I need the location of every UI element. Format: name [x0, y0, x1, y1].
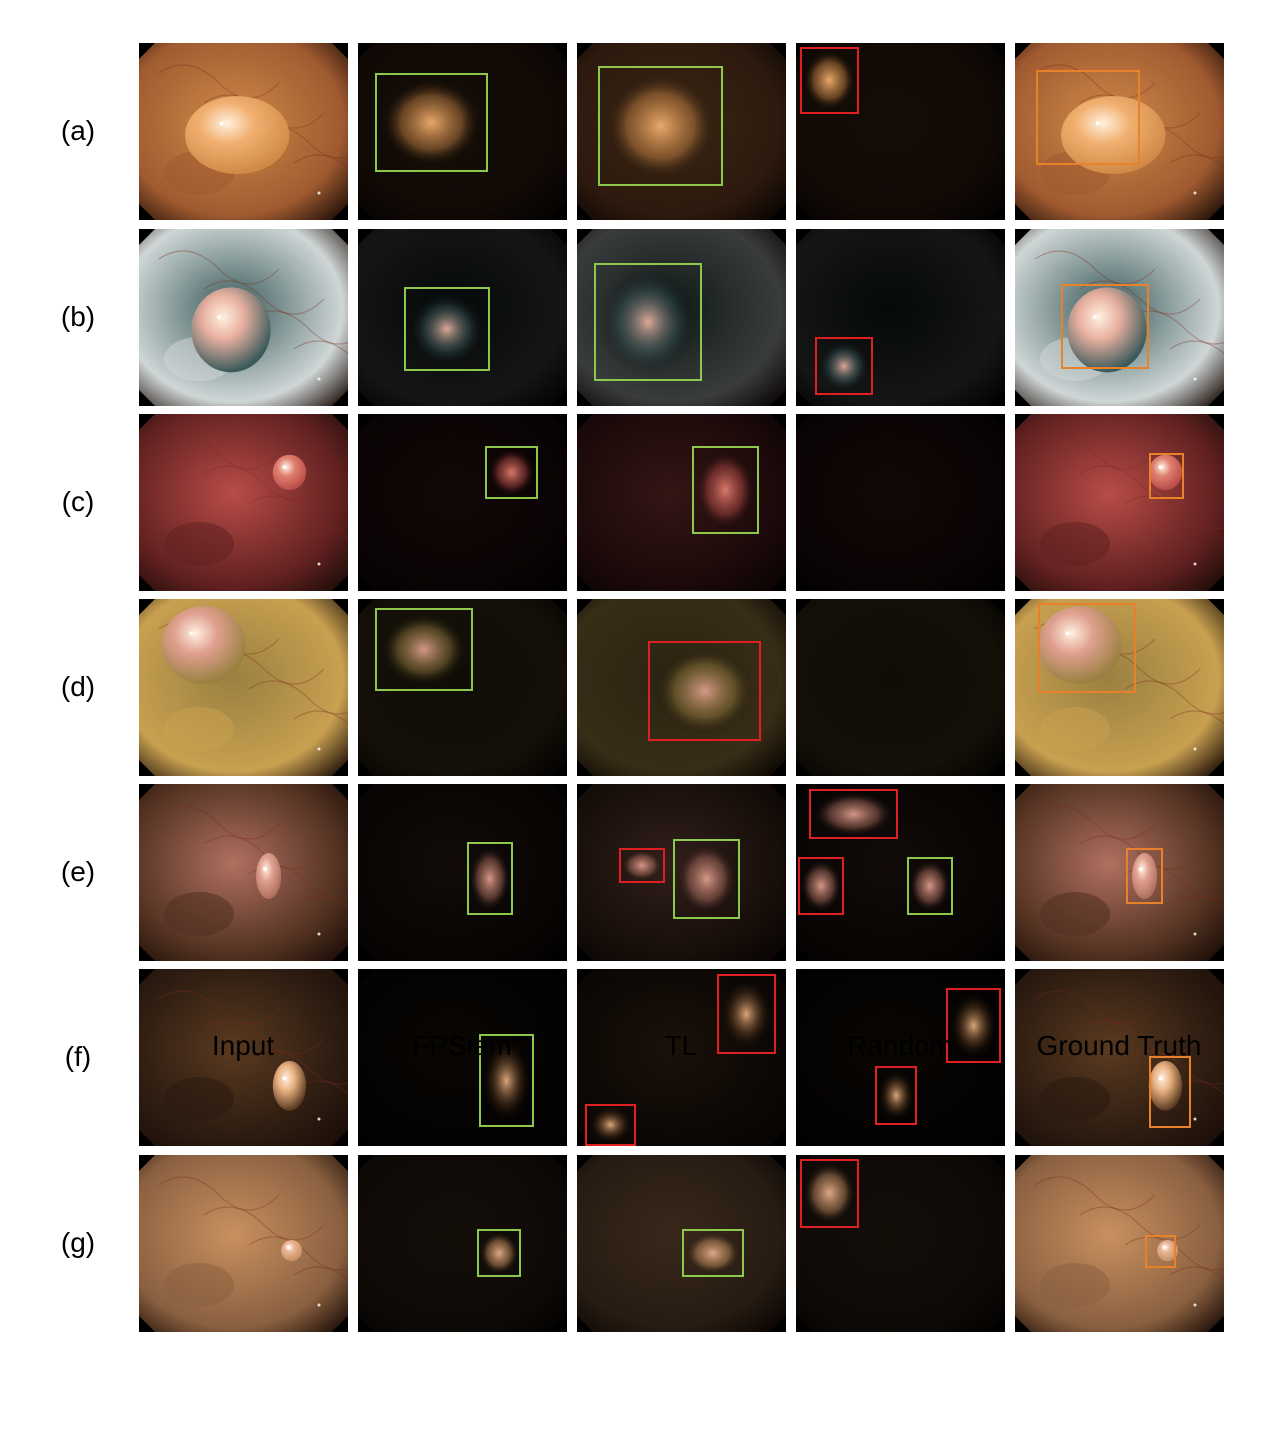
false-detection-box — [648, 641, 761, 741]
image-ground-truth — [1015, 969, 1224, 1146]
false-detection-box — [808, 789, 899, 839]
image-fpsiam — [358, 599, 567, 776]
image-input — [139, 43, 348, 220]
correct-detection-box — [681, 1229, 745, 1278]
image-tl — [577, 43, 786, 220]
image-random — [796, 599, 1005, 776]
image-ground-truth — [1015, 784, 1224, 961]
image-random — [796, 1155, 1005, 1332]
image-ground-truth — [1015, 229, 1224, 406]
image-tl — [577, 969, 786, 1146]
correct-detection-box — [673, 838, 740, 919]
false-detection-box — [800, 1158, 859, 1228]
false-detection-box — [798, 856, 845, 915]
image-fpsiam — [358, 1155, 567, 1332]
column-label: TL — [664, 1030, 698, 1061]
row-label: (d) — [60, 670, 96, 702]
image-ground-truth — [1015, 414, 1224, 591]
correct-detection-box — [593, 262, 703, 382]
correct-detection-box — [374, 607, 473, 692]
correct-detection-box — [485, 445, 538, 499]
image-input — [139, 969, 348, 1146]
row-label: (f) — [64, 1040, 92, 1072]
image-fpsiam — [358, 43, 567, 220]
image-tl — [577, 229, 786, 406]
image-ground-truth — [1015, 43, 1224, 220]
ground-truth-box — [1035, 69, 1141, 166]
ground-truth-box — [1037, 602, 1137, 693]
image-ground-truth — [1015, 599, 1224, 776]
image-random — [796, 969, 1005, 1146]
image-input — [139, 229, 348, 406]
correct-detection-box — [403, 287, 490, 371]
row-label: (g) — [60, 1226, 96, 1258]
ground-truth-box — [1144, 1234, 1176, 1269]
correct-detection-box — [374, 73, 488, 173]
image-random — [796, 229, 1005, 406]
false-detection-box — [800, 46, 859, 114]
image-ground-truth — [1015, 1155, 1224, 1332]
image-input — [139, 784, 348, 961]
image-input — [139, 599, 348, 776]
column-label: Input — [211, 1030, 275, 1061]
correct-detection-box — [691, 445, 759, 535]
row-label: (e) — [60, 855, 96, 887]
image-fpsiam — [358, 414, 567, 591]
image-random — [796, 43, 1005, 220]
false-detection-box — [618, 847, 665, 884]
column-label: Random — [847, 1030, 953, 1061]
ground-truth-box — [1125, 847, 1164, 905]
image-tl — [577, 1155, 786, 1332]
correct-detection-box — [479, 1034, 534, 1127]
image-random — [796, 414, 1005, 591]
correct-detection-box — [477, 1229, 521, 1278]
row-label: (a) — [60, 114, 96, 146]
ground-truth-box — [1148, 452, 1185, 499]
ground-truth-box — [1148, 1055, 1191, 1129]
ground-truth-box — [1060, 283, 1149, 369]
false-detection-box — [875, 1066, 918, 1125]
image-fpsiam — [358, 229, 567, 406]
false-detection-box — [814, 336, 874, 396]
image-input — [139, 414, 348, 591]
image-fpsiam — [358, 969, 567, 1146]
image-fpsiam — [358, 784, 567, 961]
row-label: (b) — [60, 300, 96, 332]
image-input — [139, 1155, 348, 1332]
false-detection-box — [717, 974, 776, 1054]
false-detection-box — [585, 1103, 636, 1146]
row-label: (c) — [61, 485, 95, 517]
image-tl — [577, 599, 786, 776]
column-label: Ground Truth — [1036, 1030, 1202, 1061]
image-random — [796, 784, 1005, 961]
column-label: FPSiam — [412, 1030, 512, 1061]
false-detection-box — [946, 988, 1001, 1063]
correct-detection-box — [597, 66, 724, 187]
image-tl — [577, 784, 786, 961]
image-tl — [577, 414, 786, 591]
correct-detection-box — [906, 856, 953, 915]
correct-detection-box — [466, 842, 513, 915]
